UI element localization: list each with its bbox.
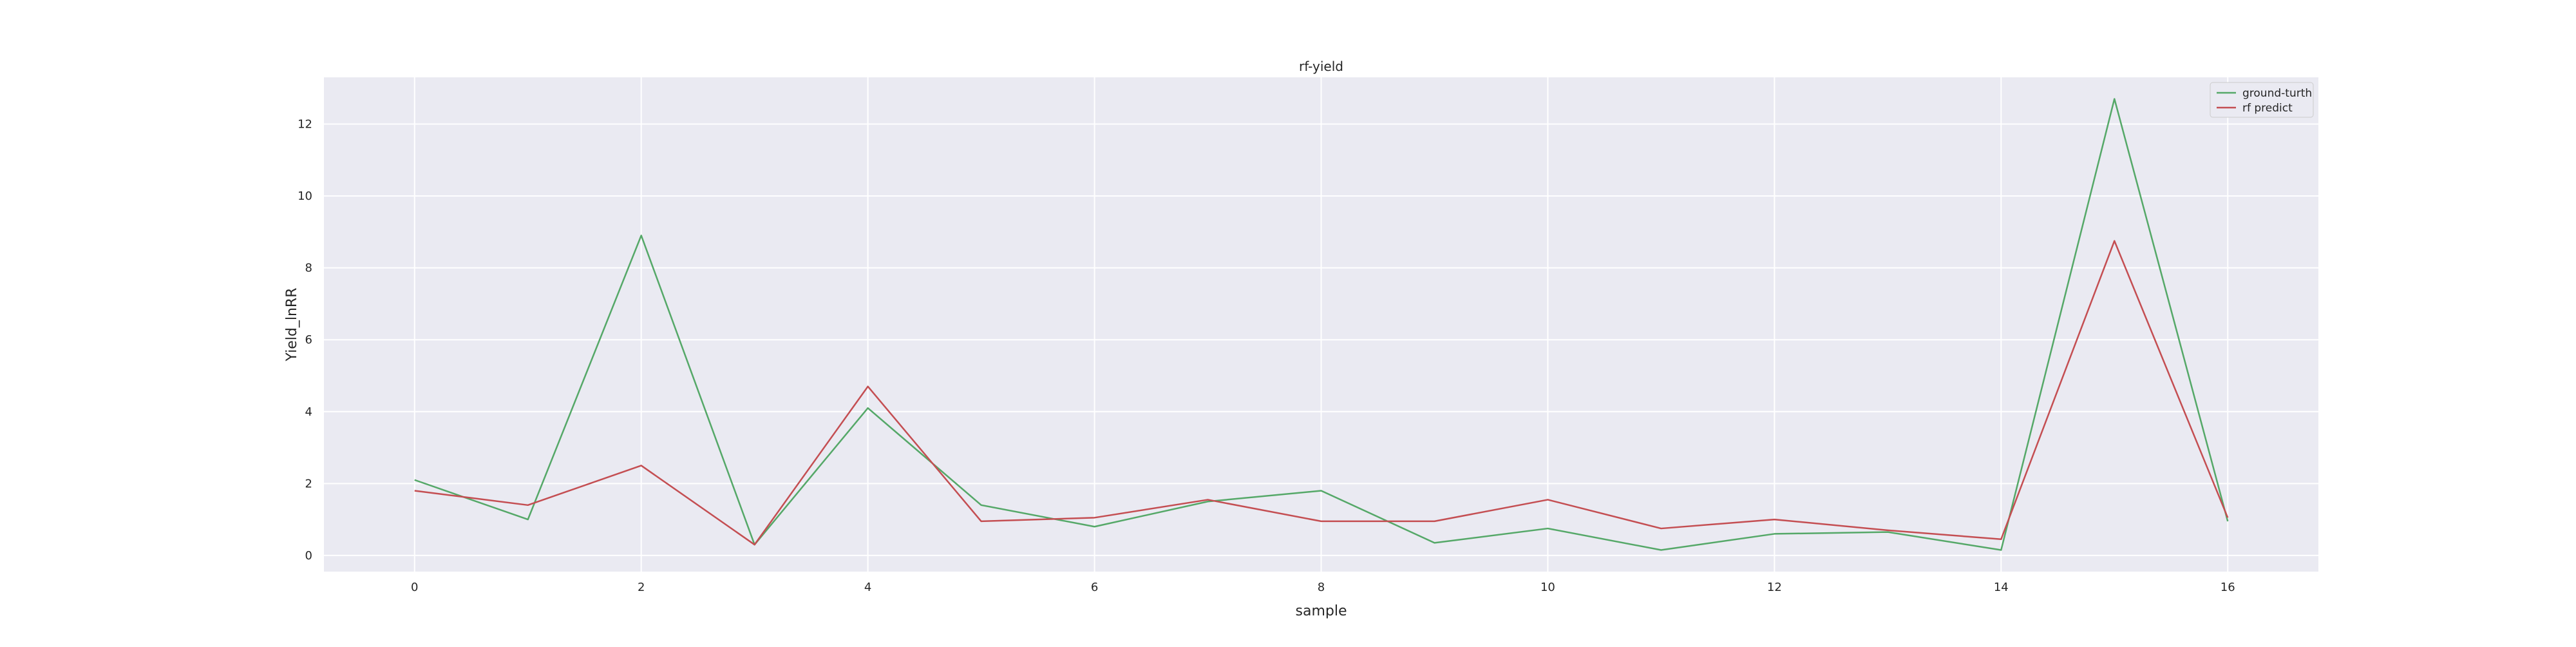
chart-title: rf-yield: [1299, 59, 1343, 74]
y-tick-label: 4: [305, 405, 312, 419]
series-line-rf-predict: [414, 240, 2229, 546]
series-line-ground-truth: [414, 98, 2229, 551]
x-axis-label: sample: [1296, 603, 1347, 619]
y-tick-label: 2: [305, 477, 312, 490]
grid: [324, 77, 2318, 572]
x-tick-label: 8: [1318, 581, 1325, 594]
y-tick-label: 10: [298, 189, 312, 203]
legend-box: [2210, 82, 2314, 118]
y-tick-label: 6: [305, 333, 312, 347]
x-tick-label: 10: [1540, 581, 1555, 594]
legend-label: ground-turth: [2242, 87, 2312, 100]
y-tick-label: 8: [305, 262, 312, 275]
legend: ground-turth rf predict: [2210, 82, 2314, 118]
legend-label: rf predict: [2242, 102, 2293, 115]
axis-ticks: 0 2 4 6 8 10 12 14 16 0 2 4 6 8 10 12: [298, 118, 2235, 594]
x-tick-label: 2: [638, 581, 645, 594]
x-tick-label: 12: [1767, 581, 1782, 594]
series-lines: [414, 98, 2229, 551]
y-tick-label: 12: [298, 118, 312, 131]
x-tick-label: 4: [864, 581, 871, 594]
y-axis-label: Yield_lnRR: [284, 287, 300, 362]
y-tick-label: 0: [305, 549, 312, 563]
x-tick-label: 0: [411, 581, 418, 594]
x-tick-label: 14: [1994, 581, 2009, 594]
x-tick-label: 16: [2221, 581, 2235, 594]
x-tick-label: 6: [1091, 581, 1098, 594]
